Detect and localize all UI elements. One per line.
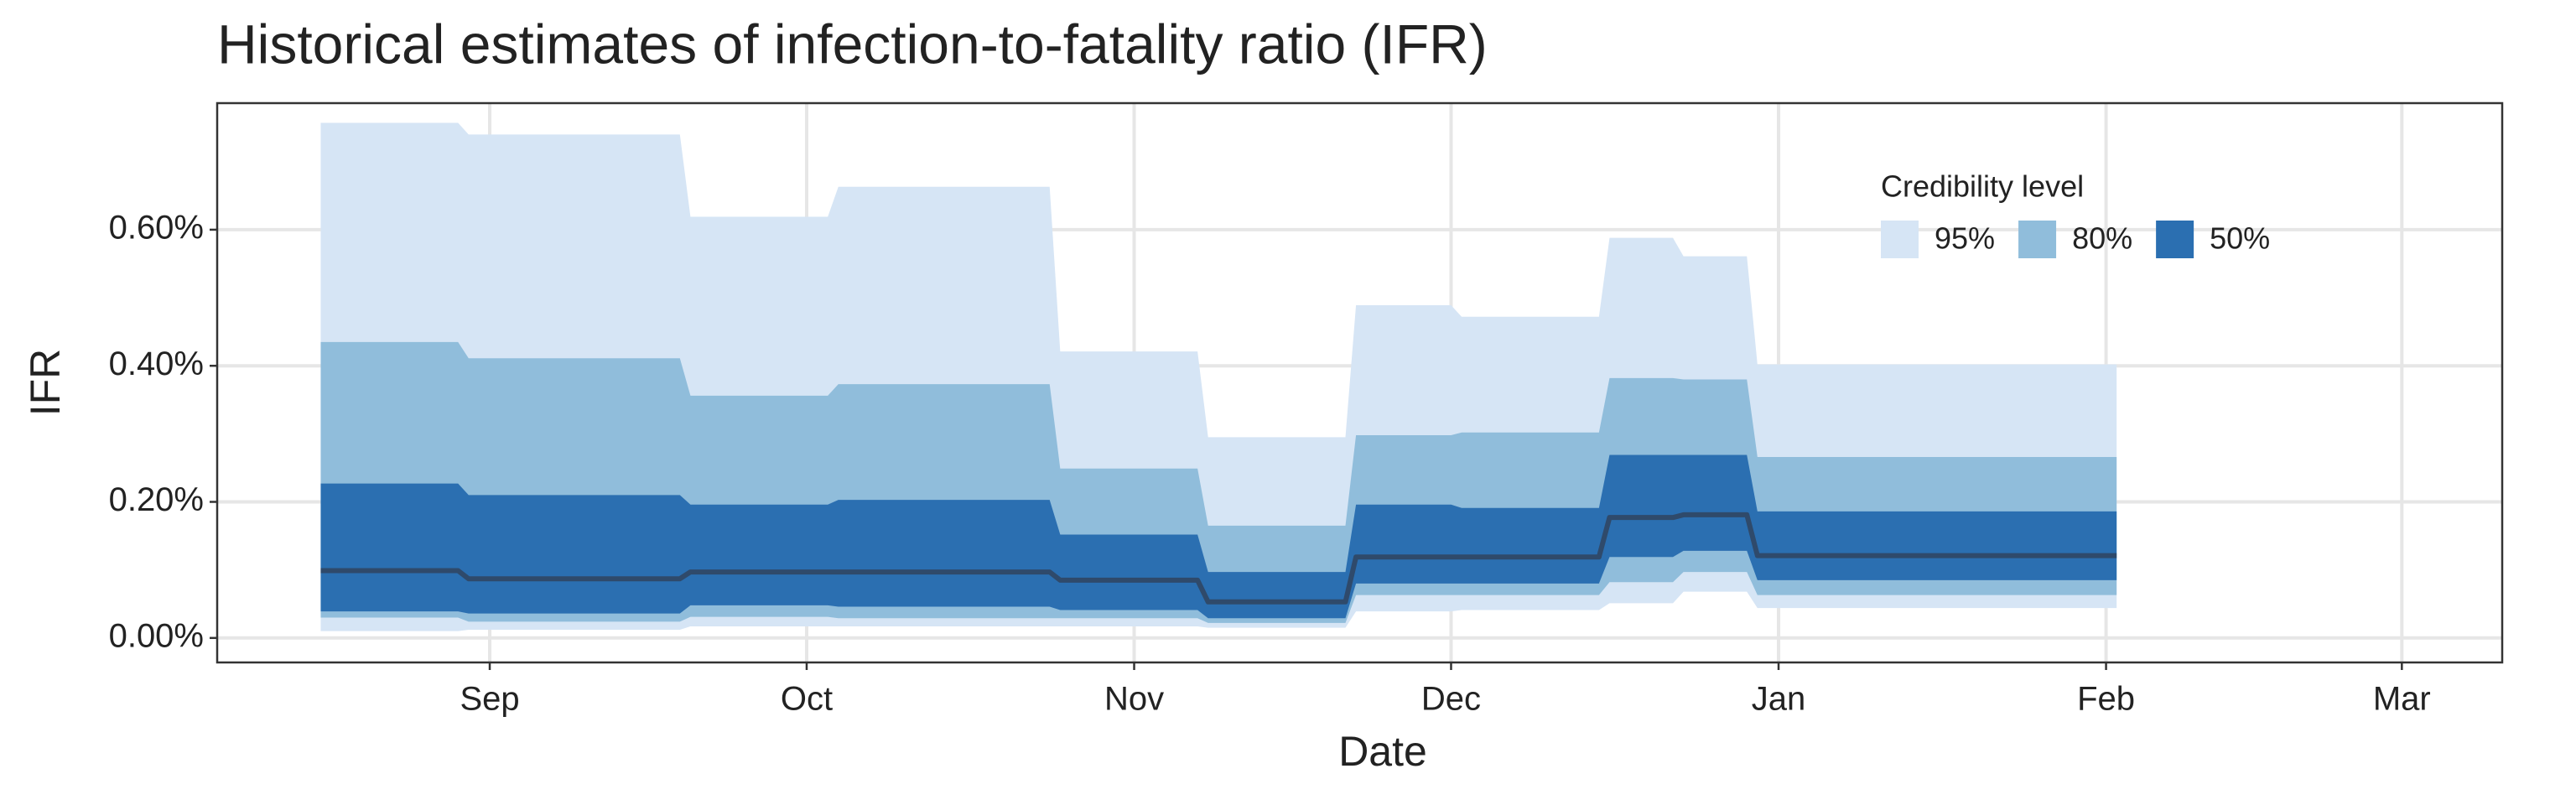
legend-swatch (2156, 221, 2194, 258)
legend-title: Credibility level (1881, 169, 2084, 204)
median-line (320, 512, 2117, 605)
legend-swatch (1881, 221, 1919, 258)
y-tick-label: 0.20% (109, 481, 204, 518)
x-tick-label: Jan (1752, 681, 1806, 718)
y-tick-label: 0.40% (109, 345, 204, 382)
legend-label: 50% (2210, 221, 2270, 256)
y-axis-title: IFR (22, 349, 69, 417)
chart-title: Historical estimates of infection-to-fat… (217, 13, 1488, 75)
x-tick-label: Oct (781, 681, 833, 718)
legend-label: 80% (2072, 221, 2132, 256)
x-tick-label: Feb (2077, 681, 2135, 718)
x-tick-label: Sep (460, 681, 519, 718)
legend-swatch (2018, 221, 2057, 258)
x-axis-title: Date (1338, 728, 1427, 775)
x-tick-label: Dec (1421, 681, 1481, 718)
y-tick-label: 0.60% (109, 209, 204, 246)
x-tick-label: Mar (2373, 681, 2431, 718)
panel-border (216, 101, 2504, 664)
y-tick-label: 0.00% (109, 617, 204, 654)
x-tick-label: Nov (1104, 681, 1164, 718)
credible-band (320, 454, 2117, 619)
legend-label: 95% (1935, 221, 1995, 256)
